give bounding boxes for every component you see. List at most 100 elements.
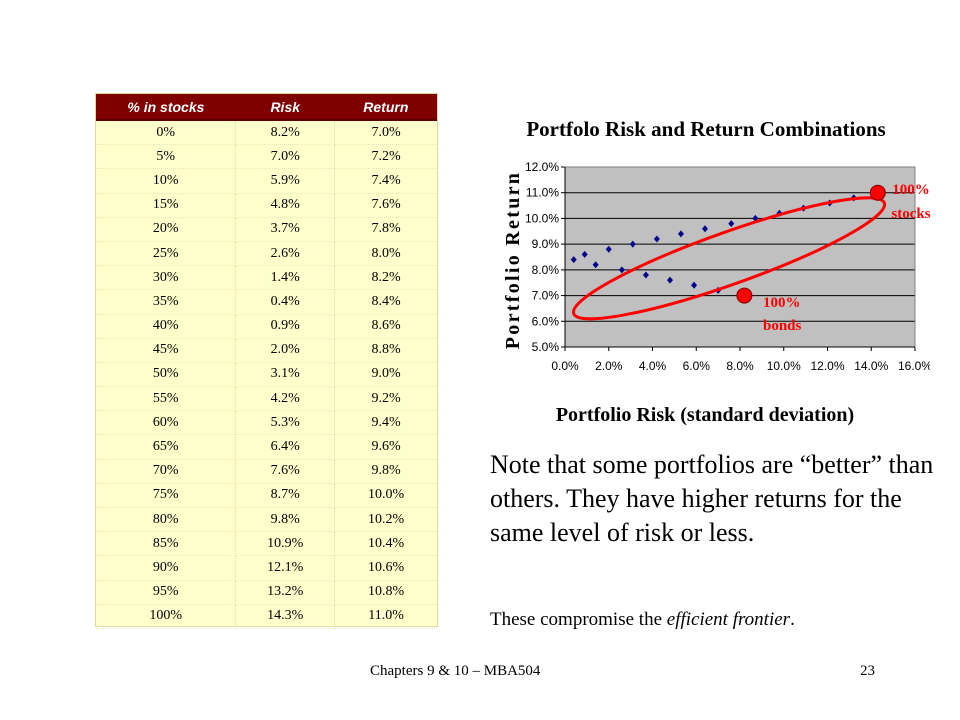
data-point xyxy=(592,261,599,269)
cell-return: 10.8% xyxy=(334,580,437,605)
cell-return: 9.2% xyxy=(334,386,437,412)
x-tick-label: 16.0% xyxy=(898,359,930,373)
cell-risk: 2.0% xyxy=(235,338,336,363)
cell-stocks: 45% xyxy=(96,338,237,363)
cell-stocks: 80% xyxy=(96,507,237,533)
cell-return: 9.0% xyxy=(334,362,437,388)
cell-risk: 0.9% xyxy=(235,314,336,339)
cell-return: 10.2% xyxy=(334,507,437,533)
cell-risk: 10.9% xyxy=(235,531,336,557)
cell-stocks: 60% xyxy=(96,410,237,436)
table-row: 75% 8.7% 10.0% xyxy=(96,483,437,509)
cell-return: 7.6% xyxy=(334,193,437,218)
cell-risk: 4.2% xyxy=(235,386,336,412)
cell-return: 11.0% xyxy=(334,604,437,629)
y-tick-label: 10.0% xyxy=(525,211,559,225)
cell-return: 8.2% xyxy=(334,265,437,291)
efficient-frontier-ellipse xyxy=(572,196,887,321)
cell-return: 8.4% xyxy=(334,289,437,315)
cell-stocks: 10% xyxy=(96,168,237,194)
cell-return: 10.6% xyxy=(334,555,437,581)
x-tick-label: 10.0% xyxy=(767,359,801,373)
cell-risk: 3.7% xyxy=(235,217,336,242)
data-point xyxy=(570,256,577,264)
x-tick-label: 12.0% xyxy=(810,359,844,373)
table-row: 55% 4.2% 9.2% xyxy=(96,386,437,412)
data-point xyxy=(581,250,588,258)
table-row: 80% 9.8% 10.2% xyxy=(96,507,437,533)
cell-return: 8.6% xyxy=(334,314,437,339)
table-row: 10% 5.9% 7.4% xyxy=(96,168,437,194)
cell-risk: 5.9% xyxy=(235,168,336,194)
cell-stocks: 15% xyxy=(96,193,237,218)
table-row: 60% 5.3% 9.4% xyxy=(96,410,437,436)
data-point xyxy=(667,276,673,284)
stocks-marker xyxy=(869,184,886,201)
table-header-row: % in stocks Risk Return xyxy=(96,94,437,121)
cell-risk: 13.2% xyxy=(235,580,336,605)
cell-stocks: 40% xyxy=(96,314,237,339)
cell-risk: 6.4% xyxy=(235,434,336,460)
table-row: 0% 8.2% 7.0% xyxy=(96,120,437,146)
cell-return: 9.8% xyxy=(334,459,437,484)
table-row: 65% 6.4% 9.6% xyxy=(96,434,437,460)
cell-risk: 14.3% xyxy=(235,604,336,629)
bonds-label-line2: bonds xyxy=(763,318,802,334)
cell-stocks: 95% xyxy=(96,580,237,605)
cell-risk: 9.8% xyxy=(235,507,336,533)
cell-risk: 12.1% xyxy=(235,555,336,581)
table-row: 30% 1.4% 8.2% xyxy=(96,265,437,291)
x-tick-label: 6.0% xyxy=(683,359,711,373)
cell-return: 9.6% xyxy=(334,434,437,460)
cell-stocks: 55% xyxy=(96,386,237,412)
note-text: Note that some portfolios are “better” t… xyxy=(490,450,934,547)
cell-risk: 1.4% xyxy=(235,265,336,291)
plot-area: 5.0% 6.0% 7.0% 8.0% 9.0% 10.0% 11.0% 12.0% 0.0% 2… xyxy=(525,160,930,373)
cell-stocks: 75% xyxy=(96,483,237,509)
cell-stocks: 35% xyxy=(96,289,237,315)
risk-return-table: % in stocks Risk Return 0% 8.2% 7.0% 5% 7.0%… xyxy=(95,93,438,629)
y-tick-label: 5.0% xyxy=(532,340,560,354)
chart-title: Portfolo Risk and Return Combinations xyxy=(526,117,885,141)
cell-stocks: 90% xyxy=(96,555,237,581)
y-tick-label: 7.0% xyxy=(532,289,560,303)
data-point xyxy=(642,271,649,279)
data-point xyxy=(618,266,625,274)
cell-return: 7.0% xyxy=(334,120,437,146)
cell-stocks: 0% xyxy=(96,120,237,146)
x-tick-label: 14.0% xyxy=(854,359,888,373)
footer-course: Chapters 9 & 10 – MBA504 xyxy=(370,663,541,679)
cell-return: 10.4% xyxy=(334,531,437,557)
y-tick-label: 9.0% xyxy=(532,237,560,251)
table-row: 20% 3.7% 7.8% xyxy=(96,217,437,242)
x-tick-label: 4.0% xyxy=(639,359,667,373)
cell-stocks: 65% xyxy=(96,434,237,460)
cell-risk: 7.0% xyxy=(235,144,336,170)
data-point xyxy=(677,230,684,238)
x-tick-label: 0.0% xyxy=(551,359,579,373)
cell-risk: 5.3% xyxy=(235,410,336,436)
table-row: 90% 12.1% 10.6% xyxy=(96,555,437,581)
y-tick-label: 6.0% xyxy=(532,314,560,328)
cell-return: 8.8% xyxy=(334,338,437,363)
cell-stocks: 85% xyxy=(96,531,237,557)
cell-stocks: 50% xyxy=(96,362,237,388)
y-tick-label: 12.0% xyxy=(525,160,559,174)
cell-stocks: 5% xyxy=(96,144,237,170)
cell-stocks: 20% xyxy=(96,217,237,242)
data-table: % in stocks Risk Return 0% 8.2% 7.0% 5% 7.0%… xyxy=(96,94,437,629)
cell-risk: 7.6% xyxy=(235,459,336,484)
page-number: 23 xyxy=(860,663,875,679)
conclusion-text-start: These compromise the xyxy=(490,609,667,630)
table-row: 95% 13.2% 10.8% xyxy=(96,580,437,605)
y-tick-label: 8.0% xyxy=(532,263,560,277)
table-row: 15% 4.8% 7.6% xyxy=(96,193,437,218)
cell-return: 7.4% xyxy=(334,168,437,194)
cell-stocks: 70% xyxy=(96,459,237,484)
data-point xyxy=(702,225,708,233)
y-axis-title: Portfolio Return xyxy=(502,171,524,349)
table-row: 85% 10.9% 10.4% xyxy=(96,531,437,557)
x-axis-title: Portfolio Risk (standard deviation) xyxy=(556,404,854,426)
cell-return: 9.4% xyxy=(334,410,437,436)
cell-return: 7.8% xyxy=(334,217,437,242)
